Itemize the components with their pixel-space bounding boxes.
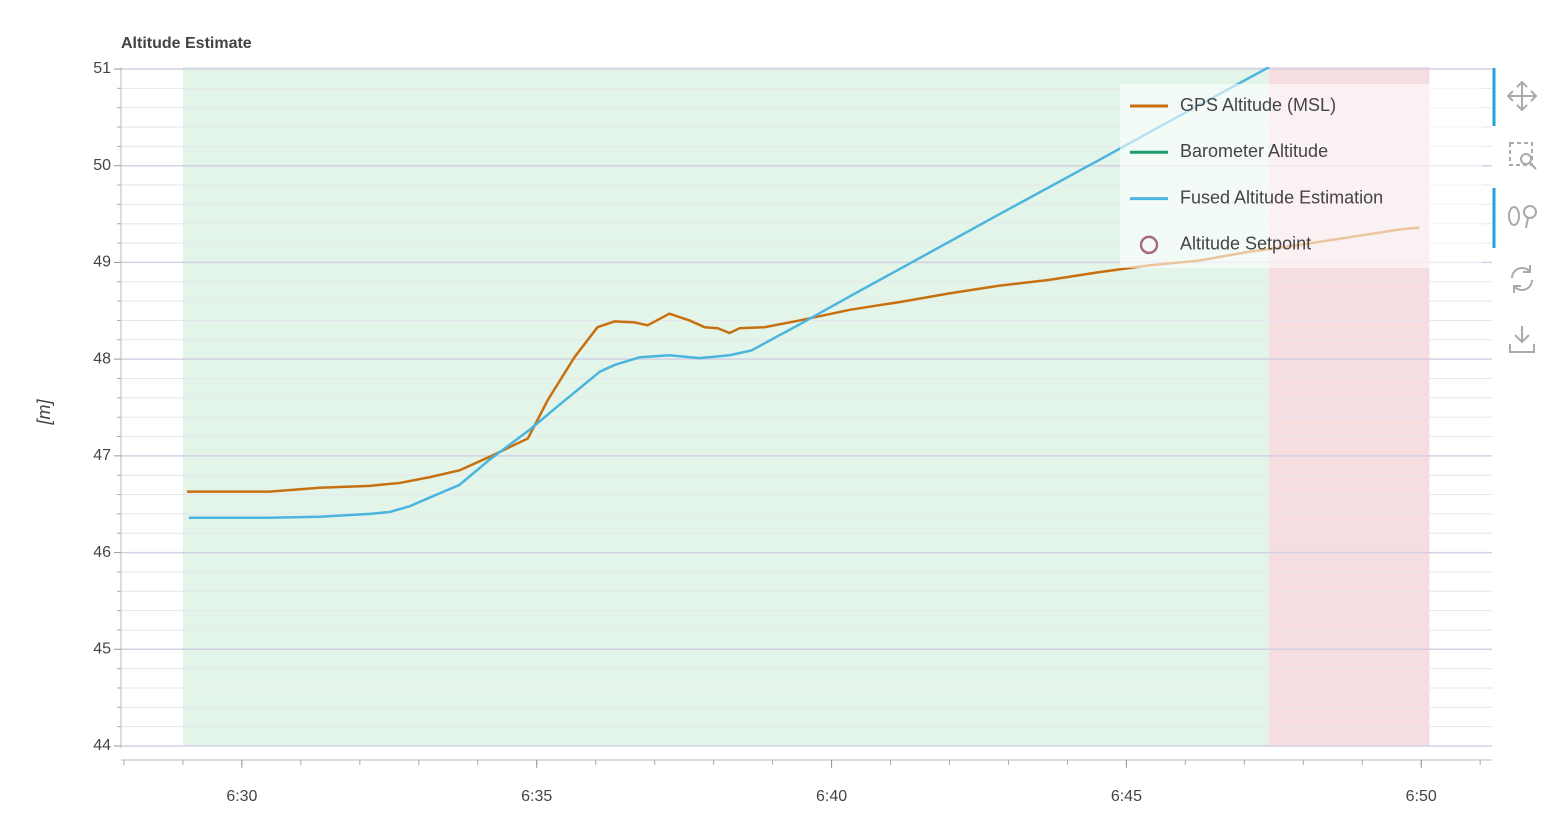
wheel-zoom-tool[interactable] (1508, 205, 1537, 229)
reset-tool[interactable] (1511, 265, 1533, 293)
y-tick-label: 51 (93, 60, 111, 77)
y-tick-label: 45 (93, 641, 111, 658)
legend-label: Altitude Setpoint (1180, 234, 1311, 254)
y-tick-label: 48 (93, 350, 111, 367)
x-tick-label: 6:45 (1111, 788, 1142, 805)
y-tick-label: 47 (93, 447, 111, 464)
y-axis-label: [m] (34, 399, 54, 426)
save-tool[interactable] (1509, 326, 1535, 353)
y-tick-label: 44 (93, 737, 111, 754)
legend-label: Fused Altitude Estimation (1180, 187, 1383, 207)
x-tick-label: 6:35 (521, 788, 552, 805)
x-tick-label: 6:30 (226, 788, 257, 805)
x-tick-label: 6:50 (1406, 788, 1437, 805)
y-tick-label: 46 (93, 544, 111, 561)
series-line (188, 67, 1270, 520)
shaded-region (182, 67, 1270, 746)
pan-tool[interactable] (1506, 80, 1538, 112)
legend-background (1120, 84, 1482, 268)
legend-label: Barometer Altitude (1180, 141, 1328, 161)
legend-marker (1139, 235, 1159, 255)
chart-title: Altitude Estimate (121, 35, 252, 52)
y-tick-label: 49 (93, 254, 111, 271)
y-tick-label: 50 (93, 157, 111, 174)
box-zoom-tool[interactable] (1509, 142, 1537, 170)
legend-label: GPS Altitude (MSL) (1180, 95, 1336, 115)
x-tick-label: 6:40 (816, 788, 847, 805)
toolbar (1492, 68, 1538, 353)
